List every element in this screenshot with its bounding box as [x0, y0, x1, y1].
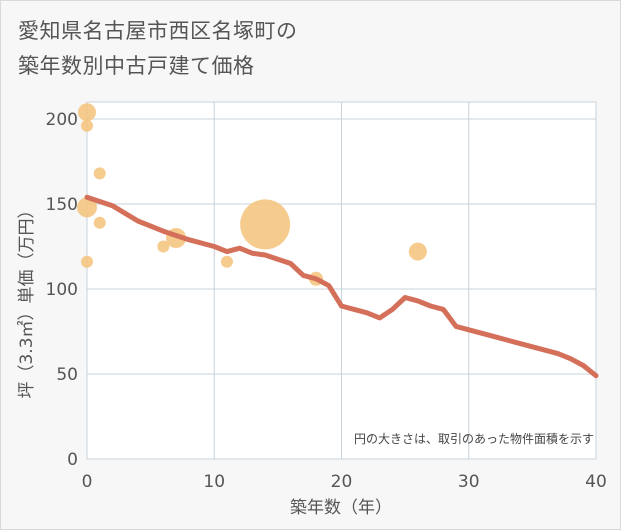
- bubble-point-2: [77, 197, 97, 218]
- bubble-point-1: [81, 119, 93, 132]
- y-tick-label-150: 150: [46, 195, 78, 215]
- plot-border: [86, 101, 597, 460]
- bubble-series: [77, 103, 427, 286]
- x-tick-label-0: 0: [82, 472, 93, 492]
- bubble-point-6: [157, 240, 170, 253]
- x-tick-label-20: 20: [331, 472, 353, 492]
- bubble-point-8: [220, 255, 233, 268]
- chart-title: 愛知県名古屋市西区名塚町の 築年数別中古戸建て価格: [18, 14, 298, 84]
- x-tick-label-10: 10: [203, 472, 225, 492]
- bubble-size-note: 円の大きさは、取引のあった物件面積を示す: [354, 431, 594, 446]
- chart-title-line-2: 築年数別中古戸建て価格: [18, 54, 255, 78]
- x-axis-ticks: 0 10 20 30 40: [82, 472, 607, 492]
- y-tick-label-200: 200: [46, 110, 78, 130]
- x-tick-label-40: 40: [585, 472, 607, 492]
- bubble-point-5: [93, 216, 106, 229]
- bubble-point-3: [81, 255, 93, 268]
- y-tick-label-100: 100: [46, 280, 78, 300]
- x-tick-label-30: 30: [458, 472, 480, 492]
- y-tick-label-50: 50: [56, 365, 78, 385]
- trend-line: [84, 194, 599, 379]
- bubble-point-0: [78, 103, 96, 122]
- bubble-point-4: [93, 167, 106, 180]
- trend-line-group: [84, 194, 599, 379]
- x-axis-label: 築年数（年）: [290, 498, 392, 518]
- y-axis-label: 坪（3.3㎡）単価（万円）: [17, 201, 37, 398]
- y-axis-ticks: 0 50 100 150 200: [46, 110, 78, 470]
- bubble-point-9: [240, 199, 291, 250]
- y-tick-label-0: 0: [67, 450, 78, 470]
- chart-title-line-1: 愛知県名古屋市西区名塚町の: [18, 19, 298, 43]
- grid-lines: [86, 101, 597, 460]
- bubble-point-11: [408, 242, 427, 261]
